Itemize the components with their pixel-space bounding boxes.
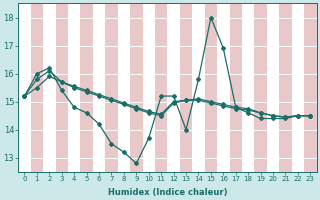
Bar: [304, 3, 316, 172]
Bar: [105, 3, 118, 172]
Bar: [292, 3, 304, 172]
Bar: [229, 3, 242, 172]
Bar: [279, 3, 292, 172]
Bar: [205, 3, 217, 172]
Bar: [118, 3, 130, 172]
Bar: [180, 3, 192, 172]
Bar: [142, 3, 155, 172]
Bar: [267, 3, 279, 172]
Bar: [254, 3, 267, 172]
Bar: [56, 3, 68, 172]
Bar: [18, 3, 31, 172]
Bar: [93, 3, 105, 172]
Bar: [130, 3, 142, 172]
Bar: [217, 3, 229, 172]
Bar: [80, 3, 93, 172]
Bar: [242, 3, 254, 172]
Bar: [155, 3, 167, 172]
Bar: [43, 3, 56, 172]
Bar: [31, 3, 43, 172]
Bar: [192, 3, 205, 172]
Bar: [167, 3, 180, 172]
X-axis label: Humidex (Indice chaleur): Humidex (Indice chaleur): [108, 188, 227, 197]
Bar: [68, 3, 80, 172]
